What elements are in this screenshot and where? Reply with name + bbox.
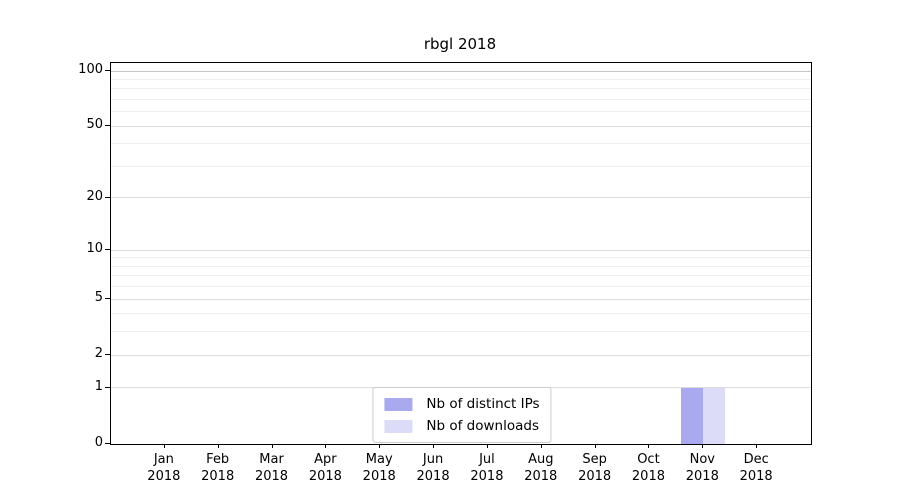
y-tick-label: 1	[94, 378, 103, 394]
y-tick-mark	[105, 70, 110, 72]
y-tick-mark	[105, 298, 110, 300]
x-tick-mark	[379, 444, 381, 448]
bar-distinct-ips	[681, 387, 704, 444]
x-tick-label: Dec 2018	[739, 452, 773, 484]
y-tick-mark	[105, 196, 110, 198]
y-gridline-major	[111, 298, 811, 300]
y-tick-mark	[105, 386, 110, 388]
legend-label-distinct-ips: Nb of distinct IPs	[426, 396, 540, 412]
y-gridline-major	[111, 354, 811, 356]
x-tick-mark	[486, 444, 488, 448]
x-tick-label: May 2018	[362, 452, 396, 484]
x-tick-mark	[702, 444, 704, 448]
y-tick-mark	[105, 125, 110, 127]
x-tick-mark	[217, 444, 219, 448]
y-gridline-minor	[111, 331, 811, 333]
x-tick-mark	[433, 444, 435, 448]
x-tick-label: Apr 2018	[308, 452, 342, 484]
x-tick-label: Jul 2018	[470, 452, 504, 484]
y-tick-label: 10	[86, 241, 103, 257]
chart-title: rbgl 2018	[423, 35, 497, 53]
y-gridline-minor	[111, 78, 811, 80]
y-gridline-minor	[111, 143, 811, 145]
y-gridline-minor	[111, 257, 811, 259]
x-tick-mark	[271, 444, 273, 448]
y-gridline-minor	[111, 286, 811, 288]
y-gridline-minor	[111, 111, 811, 113]
legend-item-downloads: Nb of downloads	[384, 418, 539, 434]
y-gridline-minor	[111, 275, 811, 277]
bar-downloads	[703, 387, 726, 444]
y-gridline-major	[111, 197, 811, 199]
y-gridline-minor	[111, 166, 811, 167]
y-gridline-major	[111, 249, 811, 251]
y-tick-mark	[105, 354, 110, 356]
x-tick-label: Aug 2018	[524, 452, 558, 484]
x-tick-label: Mar 2018	[254, 452, 289, 484]
x-tick-label: Jan 2018	[147, 452, 181, 484]
legend-item-distinct-ips: Nb of distinct IPs	[384, 396, 540, 412]
x-tick-mark	[540, 444, 542, 448]
y-gridline-minor	[111, 313, 811, 315]
x-tick-label: Sep 2018	[578, 452, 612, 484]
y-gridline-minor	[111, 265, 811, 267]
x-tick-label: Nov 2018	[685, 452, 719, 484]
x-tick-mark	[163, 444, 165, 448]
y-tick-label: 5	[94, 290, 103, 306]
y-tick-label: 20	[86, 188, 103, 204]
x-tick-label: Oct 2018	[631, 452, 665, 484]
y-gridline-major	[111, 70, 811, 72]
y-tick-mark	[105, 443, 110, 444]
x-tick-label: Jun 2018	[416, 452, 450, 484]
y-tick-label: 2	[94, 346, 103, 362]
legend: Nb of distinct IPs Nb of downloads	[372, 387, 552, 443]
y-gridline-minor	[111, 88, 811, 90]
legend-swatch-downloads	[384, 419, 413, 433]
plot-area	[110, 62, 812, 445]
y-tick-label: 0	[94, 435, 103, 450]
y-tick-label: 100	[78, 62, 103, 78]
x-tick-mark	[648, 444, 650, 448]
legend-label-downloads: Nb of downloads	[426, 418, 539, 434]
y-gridline-major	[111, 125, 811, 127]
x-tick-mark	[594, 444, 596, 448]
x-tick-label: Feb 2018	[201, 452, 235, 484]
y-tick-label: 50	[86, 117, 103, 133]
y-tick-mark	[105, 249, 110, 251]
x-tick-mark	[325, 444, 327, 448]
legend-swatch-distinct-ips	[384, 397, 413, 411]
x-tick-mark	[756, 444, 758, 448]
y-gridline-minor	[111, 99, 811, 101]
bar-layer	[111, 63, 811, 444]
